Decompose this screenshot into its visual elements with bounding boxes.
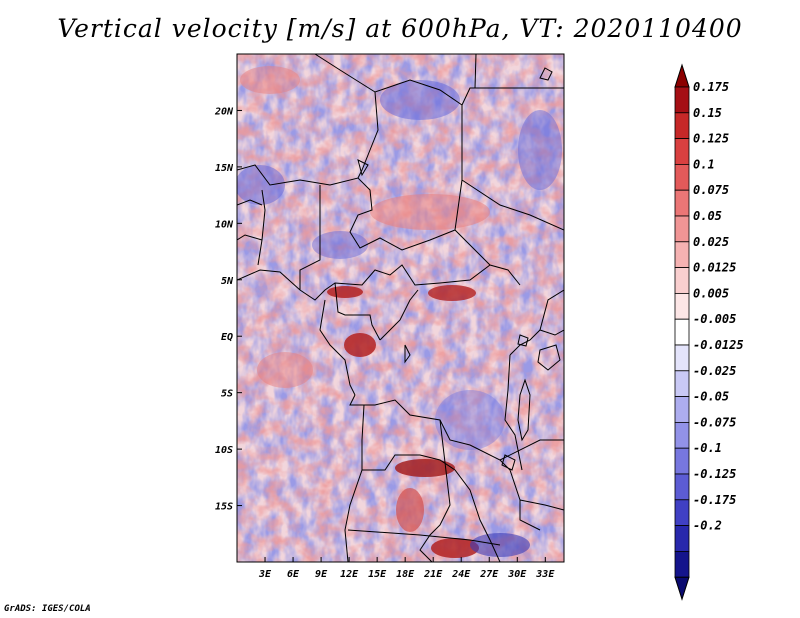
colorbar-segment xyxy=(674,551,690,578)
colorbar-segment xyxy=(674,473,690,501)
colorbar-segment xyxy=(674,163,690,191)
colorbar-segment xyxy=(674,525,690,552)
colorbar-label: -0.025 xyxy=(693,364,736,378)
colorbar-segment xyxy=(674,421,690,449)
vertical-velocity-field xyxy=(237,54,564,562)
colorbar-label: -0.2 xyxy=(693,519,722,533)
longitude-axis: 3E 6E 9E 12E 15E 18E 21E 24E 27E 30E 33E xyxy=(258,557,555,580)
lon-tick-label: 24E xyxy=(451,569,471,580)
lon-tick-label: 30E xyxy=(507,569,527,580)
lon-tick-label: 18E xyxy=(396,569,415,580)
colorbar-label: -0.0125 xyxy=(693,338,744,352)
lat-tick-label: 5N xyxy=(221,276,234,287)
lon-tick-label: 27E xyxy=(479,569,499,580)
colorbar-segment xyxy=(674,292,690,320)
colorbar-segment xyxy=(674,344,690,372)
grads-credit: GrADS: IGES/COLA xyxy=(4,604,91,614)
lon-tick-label: 21E xyxy=(423,569,443,580)
colorbar-label: 0.175 xyxy=(693,80,729,94)
lon-tick-label: 6E xyxy=(287,569,300,580)
lon-tick-label: 9E xyxy=(315,569,328,580)
colorbar-segment xyxy=(674,112,690,140)
colorbar-label: -0.005 xyxy=(693,312,736,326)
map-frame xyxy=(236,53,565,563)
lat-tick-label: 5S xyxy=(221,389,233,400)
lon-tick-label: 12E xyxy=(340,569,359,580)
lon-tick-label: 33E xyxy=(535,569,555,580)
lon-tick-label: 3E xyxy=(258,569,272,580)
colorbar-segment xyxy=(674,318,690,346)
colorbar-segment xyxy=(674,370,690,397)
strong-descent-patches xyxy=(237,80,562,557)
colorbar-label: 0.15 xyxy=(693,106,722,120)
colorbar-label: -0.05 xyxy=(693,390,729,404)
colorbar-segment xyxy=(674,396,690,423)
colorbar-segment xyxy=(674,267,690,294)
chart-title: Vertical velocity [m/s] at 600hPa, VT: 2… xyxy=(57,14,743,43)
colorbar-label: 0.05 xyxy=(693,209,722,223)
colorbar-label: -0.175 xyxy=(693,493,736,507)
colorbar: 0.175 0.15 0.125 0.1 0.075 0.05 0.025 0.0125 0.0… xyxy=(674,63,744,601)
colorbar-label: 0.1 xyxy=(693,157,715,171)
colorbar-label: 0.0125 xyxy=(693,261,736,275)
lat-tick-label: 10S xyxy=(215,445,233,456)
colorbar-segment xyxy=(674,447,690,475)
country-borders xyxy=(237,54,564,562)
colorbar-top-arrow xyxy=(674,63,690,88)
colorbar-label: -0.125 xyxy=(693,467,736,481)
colorbar-bottom-arrow xyxy=(674,576,690,601)
latitude-axis: 20N 15N 10N 5N EQ 5S 10S 15S xyxy=(214,106,242,513)
colorbar-segment xyxy=(674,499,690,526)
lat-tick-label: 15S xyxy=(215,502,233,513)
colorbar-label: 0.025 xyxy=(693,235,729,249)
colorbar-label: -0.1 xyxy=(693,441,722,455)
lakes xyxy=(357,67,561,471)
lat-tick-label: 15N xyxy=(215,163,234,174)
colorbar-label: -0.075 xyxy=(693,415,736,429)
lat-tick-label: 10N xyxy=(215,219,234,230)
lon-tick-label: 15E xyxy=(368,569,387,580)
colorbar-segment xyxy=(674,215,690,243)
colorbar-label: 0.125 xyxy=(693,132,729,146)
lat-tick-label: 20N xyxy=(214,106,234,117)
colorbar-label: 0.005 xyxy=(693,286,729,300)
colorbar-segment xyxy=(674,86,690,114)
colorbar-label: 0.075 xyxy=(693,183,729,197)
colorbar-segment xyxy=(674,138,690,165)
colorbar-segment xyxy=(674,189,690,217)
colorbar-segment xyxy=(674,241,690,269)
lat-tick-label: EQ xyxy=(221,332,233,343)
